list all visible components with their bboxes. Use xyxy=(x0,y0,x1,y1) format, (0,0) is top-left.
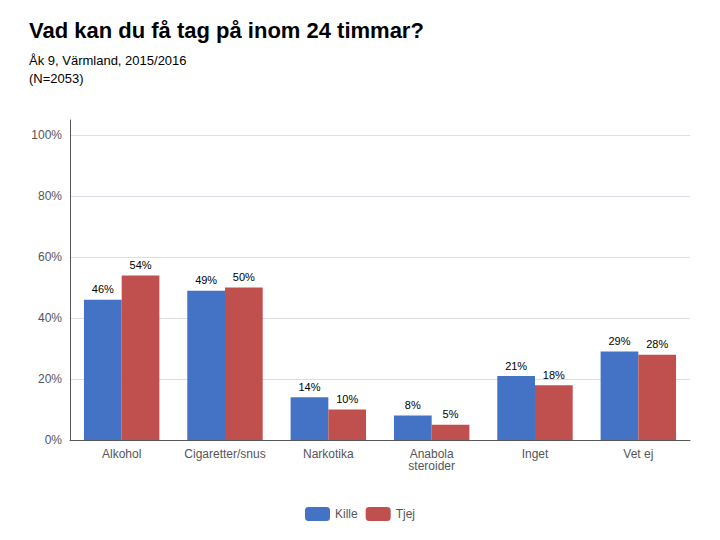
svg-text:46%: 46% xyxy=(92,283,114,295)
svg-text:18%: 18% xyxy=(543,369,565,381)
svg-text:Tjej: Tjej xyxy=(396,507,415,521)
svg-text:50%: 50% xyxy=(233,271,255,283)
svg-text:8%: 8% xyxy=(405,399,421,411)
svg-text:29%: 29% xyxy=(608,335,630,347)
svg-text:28%: 28% xyxy=(646,338,668,350)
svg-text:49%: 49% xyxy=(195,274,217,286)
svg-text:Alkohol: Alkohol xyxy=(102,447,141,461)
svg-text:100%: 100% xyxy=(31,128,62,142)
svg-text:(N=2053): (N=2053) xyxy=(29,71,84,86)
svg-text:Narkotika: Narkotika xyxy=(303,447,354,461)
svg-text:Vet ej: Vet ej xyxy=(623,447,653,461)
svg-text:Vad kan du få tag på inom 24 t: Vad kan du få tag på inom 24 timmar? xyxy=(29,18,424,43)
svg-text:10%: 10% xyxy=(336,393,358,405)
svg-text:Inget: Inget xyxy=(522,447,549,461)
svg-text:Åk 9, Värmland, 2015/2016: Åk 9, Värmland, 2015/2016 xyxy=(29,53,187,68)
svg-text:Anabola: Anabola xyxy=(409,447,454,461)
svg-text:80%: 80% xyxy=(38,189,62,203)
svg-text:5%: 5% xyxy=(443,408,459,420)
svg-text:Kille: Kille xyxy=(335,507,358,521)
svg-text:0%: 0% xyxy=(45,433,63,447)
svg-text:Cigaretter/snus: Cigaretter/snus xyxy=(184,447,265,461)
svg-text:40%: 40% xyxy=(38,311,62,325)
svg-text:20%: 20% xyxy=(38,372,62,386)
svg-text:60%: 60% xyxy=(38,250,62,264)
svg-text:21%: 21% xyxy=(505,360,527,372)
svg-text:54%: 54% xyxy=(130,259,152,271)
svg-text:14%: 14% xyxy=(298,381,320,393)
svg-text:steroider: steroider xyxy=(408,459,455,473)
